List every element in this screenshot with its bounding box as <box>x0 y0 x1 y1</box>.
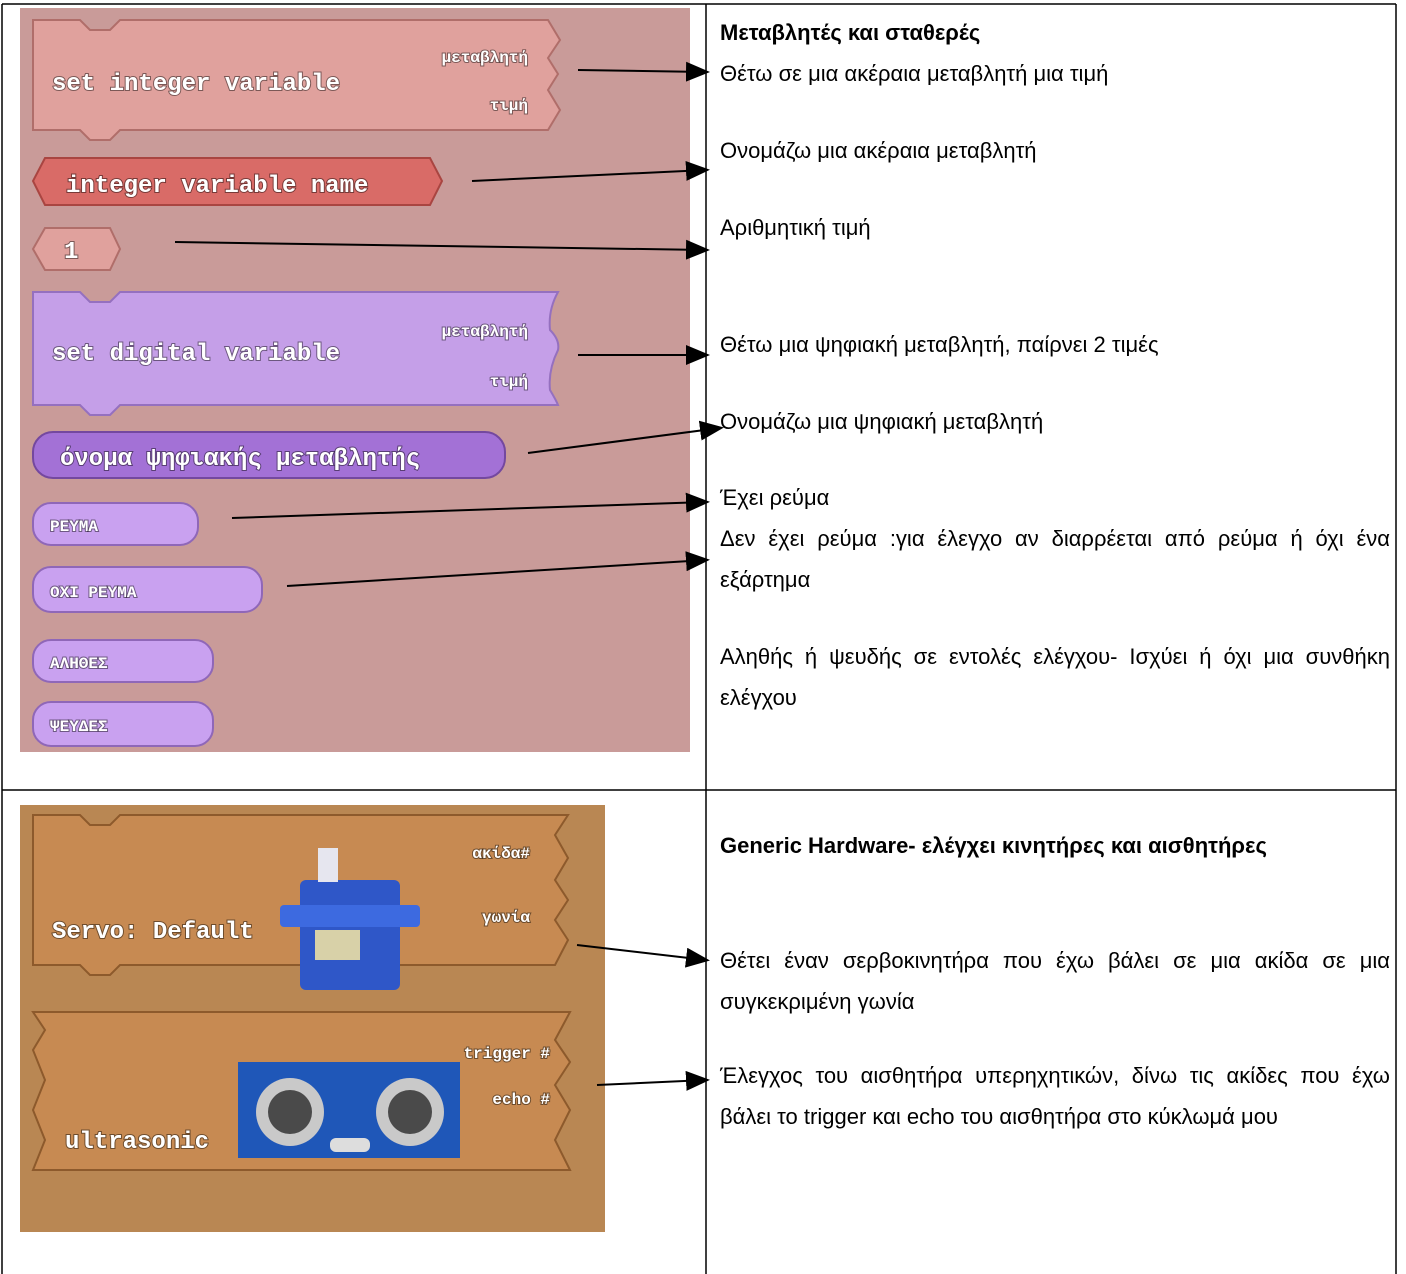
ultrasonic-image <box>238 1062 460 1158</box>
block <box>32 639 214 683</box>
block <box>32 701 214 747</box>
paragraph: Έχει ρεύμα <box>720 485 830 510</box>
block-input: γωνία <box>482 909 530 927</box>
block <box>31 157 444 206</box>
block-label: όνομα ψηφιακής μεταβλητής <box>60 446 420 473</box>
heading: Generic Hardware- ελέγχει κινητήρες και … <box>720 833 1267 858</box>
block-label: ΑΛΗΘΕΣ <box>50 655 108 673</box>
block-input: ακίδα# <box>472 845 530 863</box>
block <box>31 227 122 271</box>
block <box>32 502 199 546</box>
block <box>32 431 506 479</box>
block <box>32 566 263 613</box>
paragraph: Ονομάζω μια ακέραια μεταβλητή <box>720 138 1037 163</box>
block-input: τιμή <box>490 373 528 391</box>
block-input: μεταβλητή <box>442 323 528 341</box>
paragraph: Θέτει έναν σερβοκινητήρα που έχω βάλει σ… <box>720 948 1390 1014</box>
block-label: ΨΕΥΔΕΣ <box>50 718 108 736</box>
paragraph: Αριθμητική τιμή <box>720 215 871 240</box>
block-label: Servo: Default <box>52 919 254 946</box>
paragraph: Θέτω σε μια ακέραια μεταβλητή μια τιμή <box>720 61 1109 86</box>
paragraph: Έλεγχος του αισθητήρα υπερηχητικών, δίνω… <box>720 1063 1390 1129</box>
block-label: ΟΧΙ ΡΕΥΜΑ <box>50 584 137 602</box>
block-label: integer variable name <box>66 173 368 200</box>
arrows <box>174 61 724 1091</box>
block-label: ultrasonic <box>65 1129 209 1156</box>
block <box>32 19 562 141</box>
block <box>32 291 560 416</box>
paragraph: Αληθής ή ψευδής σε εντολές ελέγχου- Ισχύ… <box>720 644 1390 710</box>
block-label: ΡΕΥΜΑ <box>50 518 98 536</box>
block-input: τιμή <box>490 97 528 115</box>
paragraph: Ονομάζω μια ψηφιακή μεταβλητή <box>720 409 1044 434</box>
block-input: echo # <box>492 1091 550 1109</box>
block-input: μεταβλητή <box>442 49 528 67</box>
servo-image <box>280 848 420 990</box>
block-label: set integer variable <box>52 71 340 98</box>
paragraph: Δεν έχει ρεύμα :για έλεγχο αν διαρρέεται… <box>720 526 1390 592</box>
paragraph: Θέτω μια ψηφιακή μεταβλητή, παίρνει 2 τι… <box>720 332 1159 357</box>
block-label: set digital variable <box>52 341 340 368</box>
block-input: trigger # <box>464 1045 551 1063</box>
table-grid <box>1 3 1397 1274</box>
block-label: 1 <box>64 239 78 266</box>
heading: Μεταβλητές και σταθερές <box>720 20 981 45</box>
